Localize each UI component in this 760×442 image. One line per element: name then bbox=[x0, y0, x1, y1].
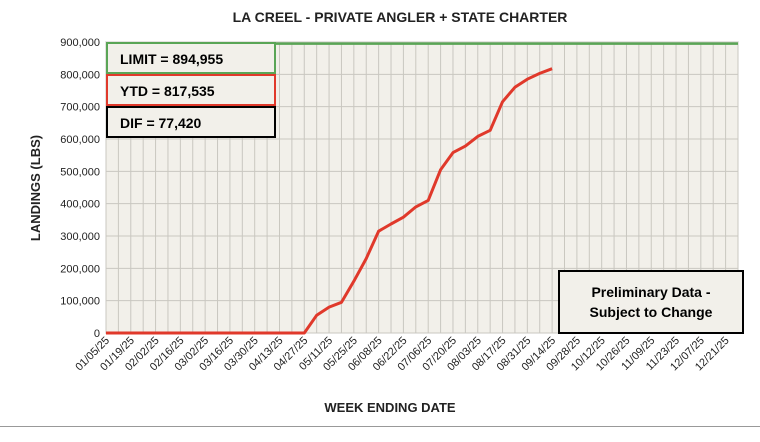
ytd-box: YTD = 817,535 bbox=[106, 74, 276, 106]
series-line-ytd bbox=[106, 67, 553, 335]
y-tick-label: 800,000 bbox=[60, 69, 100, 81]
y-tick-label: 900,000 bbox=[60, 37, 100, 49]
note-line-2: Subject to Change bbox=[589, 304, 713, 320]
y-tick-label: 200,000 bbox=[60, 263, 100, 275]
y-tick-label: 100,000 bbox=[60, 296, 100, 308]
x-axis-ticks: 01/05/2501/19/2502/02/2502/16/2503/02/25… bbox=[73, 335, 731, 374]
y-axis-ticks: 0 100,000 200,000 300,000 400,000 500,000 600,… bbox=[60, 37, 100, 340]
y-axis-label: LANDINGS (LBS) bbox=[28, 135, 43, 241]
y-tick-label: 700,000 bbox=[60, 102, 100, 114]
limit-box: LIMIT = 894,955 bbox=[106, 42, 276, 74]
y-tick-label: 500,000 bbox=[60, 166, 100, 178]
y-tick-label: 600,000 bbox=[60, 134, 100, 146]
y-tick-label: 300,000 bbox=[60, 231, 100, 243]
chart-title: LA CREEL - PRIVATE ANGLER + STATE CHARTE… bbox=[233, 9, 568, 25]
note-line-1: Preliminary Data - bbox=[591, 284, 711, 300]
dif-box: DIF = 77,420 bbox=[106, 106, 276, 138]
x-axis-label: WEEK ENDING DATE bbox=[324, 400, 456, 415]
preliminary-note: Preliminary Data - Subject to Change bbox=[558, 270, 744, 334]
y-tick-label: 0 bbox=[94, 328, 100, 340]
y-tick-label: 400,000 bbox=[60, 199, 100, 211]
bottom-divider bbox=[0, 426, 760, 427]
